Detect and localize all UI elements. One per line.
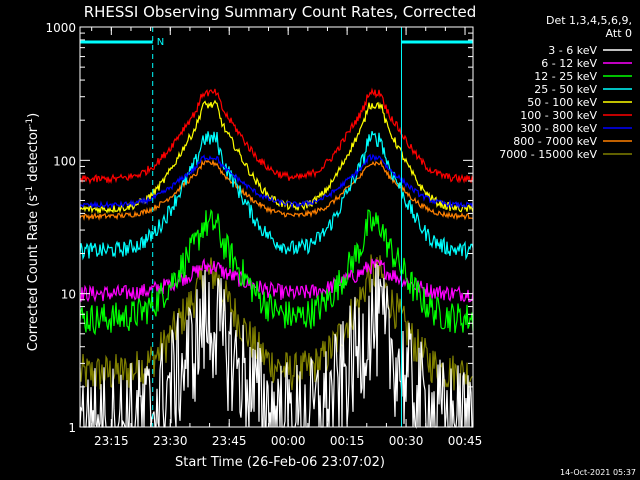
series-line bbox=[79, 87, 474, 185]
series-line bbox=[79, 263, 473, 429]
y-axis-label-end: ) bbox=[26, 113, 41, 118]
timestamp-label: 14-Oct-2021 05:37 bbox=[560, 468, 636, 477]
x-tick-label: 00:30 bbox=[389, 434, 424, 448]
y-tick-label: 1 bbox=[68, 421, 76, 435]
y-axis-label-sup2: -1 bbox=[25, 118, 35, 127]
plot-frame bbox=[79, 26, 474, 428]
legend-label: 6 - 12 keV bbox=[541, 57, 597, 70]
series-line bbox=[79, 153, 474, 210]
x-tick-label: 00:00 bbox=[271, 434, 306, 448]
x-tick-label: 23:15 bbox=[94, 434, 129, 448]
legend-label: 12 - 25 keV bbox=[534, 70, 597, 83]
series-line bbox=[79, 158, 473, 221]
night-marker-label: N bbox=[157, 37, 164, 48]
legend-header-1: Det 1,3,4,5,6,9, bbox=[546, 14, 632, 27]
y-axis-label: Corrected Count Rate (s-1 detector-1) bbox=[25, 113, 41, 351]
y-tick-label: 1000 bbox=[45, 21, 76, 35]
legend-label: 7000 - 15000 keV bbox=[499, 148, 597, 161]
x-axis-label: Start Time (26-Feb-06 23:07:02) bbox=[175, 455, 385, 470]
y-axis-label-main: Corrected Count Rate (s bbox=[26, 195, 41, 352]
chart-title: RHESSI Observing Summary Count Rates, Co… bbox=[84, 3, 477, 21]
y-tick-labels: 1 10 100 1000 bbox=[45, 21, 76, 435]
x-tick-label: 23:30 bbox=[153, 434, 188, 448]
x-tick-label: 23:45 bbox=[212, 434, 247, 448]
y-tick-label: 100 bbox=[53, 154, 76, 168]
legend-header-2: Att 0 bbox=[606, 27, 632, 40]
x-tick-label: 00:15 bbox=[330, 434, 365, 448]
legend-label: 800 - 7000 keV bbox=[513, 135, 597, 148]
legend-label: 100 - 300 keV bbox=[520, 109, 597, 122]
axis-layer bbox=[79, 26, 474, 428]
legend-label: 50 - 100 keV bbox=[527, 96, 597, 109]
y-tick-label: 10 bbox=[61, 288, 76, 302]
series-layer bbox=[79, 87, 474, 429]
series-line bbox=[79, 131, 474, 261]
legend-label: 3 - 6 keV bbox=[548, 44, 597, 57]
series-line bbox=[79, 208, 474, 336]
y-axis-label-sup1: -1 bbox=[25, 186, 35, 195]
x-tick-label: 00:45 bbox=[448, 434, 483, 448]
legend-label: 300 - 800 keV bbox=[520, 122, 597, 135]
y-axis-label-mid: detector bbox=[26, 126, 41, 186]
legend-label: 25 - 50 keV bbox=[534, 83, 597, 96]
x-tick-labels: 23:15 23:30 23:45 00:00 00:15 00:30 00:45 bbox=[94, 434, 482, 448]
